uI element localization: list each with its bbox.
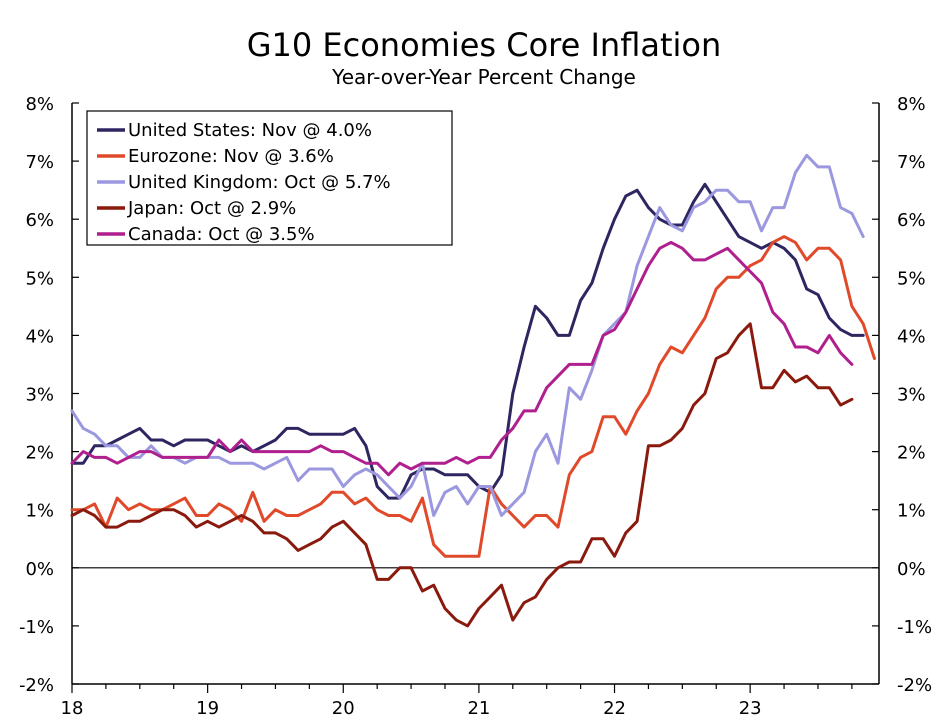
y-tick-label-right: 1% <box>897 501 926 522</box>
x-tick-label: 18 <box>61 698 84 719</box>
y-tick-label-left: 6% <box>25 210 54 231</box>
y-tick-label-left: 5% <box>25 268 54 289</box>
legend-label-3: United Kingdom: Oct @ 5.7% <box>128 172 391 193</box>
y-tick-label-left: 0% <box>25 559 54 580</box>
x-tick-label: 22 <box>603 698 626 719</box>
series-group <box>70 153 876 628</box>
y-tick-label-right: 4% <box>897 326 926 347</box>
y-tick-label-right: 8% <box>897 94 926 115</box>
chart-subtitle: Year-over-Year Percent Change <box>331 65 636 89</box>
x-tick-label: 23 <box>739 698 762 719</box>
y-tick-label-left: 3% <box>25 385 54 406</box>
series-line-1 <box>70 182 865 500</box>
y-tick-label-right: -1% <box>897 617 932 638</box>
y-tick-label-right: 7% <box>897 152 926 173</box>
legend-label-4: Japan: Oct @ 2.9% <box>127 198 296 219</box>
y-tick-label-left: 1% <box>25 501 54 522</box>
y-tick-label-left: 4% <box>25 326 54 347</box>
y-tick-label-left: -2% <box>19 675 54 696</box>
chart-title: G10 Economies Core Inflation <box>247 26 722 64</box>
legend-label-5: Canada: Oct @ 3.5% <box>128 224 315 245</box>
y-tick-label-right: 6% <box>897 210 926 231</box>
y-tick-label-right: 5% <box>897 268 926 289</box>
y-tick-label-right: -2% <box>897 675 932 696</box>
legend-label-2: Eurozone: Nov @ 3.6% <box>128 146 334 167</box>
y-tick-label-left: -1% <box>19 617 54 638</box>
x-tick-label: 19 <box>196 698 219 719</box>
legend-box <box>86 110 453 246</box>
y-tick-label-right: 3% <box>897 385 926 406</box>
x-tick-label: 20 <box>332 698 355 719</box>
y-tick-label-left: 7% <box>25 152 54 173</box>
series-line-2 <box>70 235 876 558</box>
y-tick-label-right: 2% <box>897 443 926 464</box>
x-tick-label: 21 <box>467 698 490 719</box>
legend: United States: Nov @ 4.0% Eurozone: Nov @… <box>86 110 453 246</box>
legend-label-1: United States: Nov @ 4.0% <box>128 120 372 141</box>
series-line-4 <box>70 322 854 628</box>
axes: 8% 8% 7% 7% 6% 6% 5% 5% 4% 4% 3% 3% 2% 2% 1% 1% 0% 0% -1% -… <box>19 94 932 719</box>
y-tick-label-left: 8% <box>25 94 54 115</box>
series-line-5 <box>70 240 854 477</box>
y-tick-label-left: 2% <box>25 443 54 464</box>
y-tick-label-right: 0% <box>897 559 926 580</box>
legend-items: United States: Nov @ 4.0% Eurozone: Nov @… <box>97 120 391 245</box>
